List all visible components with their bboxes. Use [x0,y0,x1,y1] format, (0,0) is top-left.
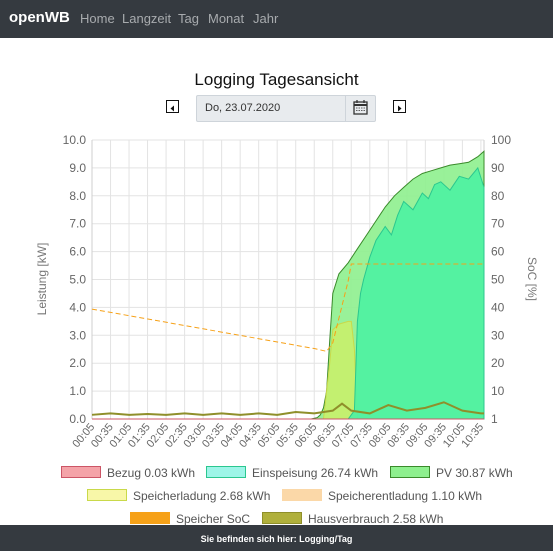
y-axis-label-left: Leistung [kW] [35,243,49,316]
legend-swatch [282,489,322,501]
legend-label: PV 30.87 kWh [436,466,513,480]
y-tick-label-right: 70 [491,217,505,231]
legend-label: Einspeisung 26.74 kWh [252,466,379,480]
y-tick-label-right: 40 [491,300,505,314]
y-tick-label-left: 9.0 [69,161,86,175]
nav-link-monat[interactable]: Monat [208,11,245,26]
page-title: Logging Tagesansicht [194,70,359,89]
y-tick-label-left: 10.0 [63,133,87,147]
date-input[interactable]: Do, 23.07.2020 [205,102,281,114]
legend-label: Bezug 0.03 kWh [107,466,196,480]
einspeisung-area [92,166,485,420]
legend-label: Speicher SoC [176,512,251,526]
legend-swatch [61,466,101,478]
legend-swatch [87,489,127,501]
footer-breadcrumb: Sie befinden sich hier: Logging/Tag [0,525,553,551]
legend-label: Speicherentladung 1.10 kWh [328,489,483,503]
y-tick-label-right: 30 [491,328,505,342]
brand-logo[interactable]: openWB [9,9,70,26]
hausverbrauch-line [91,401,484,416]
legend-swatch [130,512,170,524]
y-tick-label-left: 0.0 [69,412,86,426]
chart-lines [91,263,484,420]
calendar-button[interactable] [345,96,375,121]
previous-day-button[interactable] [166,100,179,113]
y-tick-label-left: 4.0 [69,300,86,314]
y-axis-label-right: SoC [%] [525,257,539,301]
date-picker[interactable]: Do, 23.07.2020 [196,95,376,122]
y-tick-label-right: 100 [491,133,511,147]
chart-areas [92,150,485,420]
legend-label: Speicherladung 2.68 kWh [133,489,271,503]
y-tick-label-right: 60 [491,245,505,259]
next-day-button[interactable] [393,100,406,113]
y-tick-label-right: 50 [491,273,505,287]
y-tick-label-left: 6.0 [69,245,86,259]
legend-swatch [206,466,246,478]
legend-label: Hausverbrauch 2.58 kWh [308,512,444,526]
caret-right-icon [398,105,402,112]
daily-power-chart: 0.0 1.0 2.0 3.0 4.0 5.0 6.0 7.0 8.0 9.0 10.0 1 10 20 3… [35,133,539,450]
nav-link-jahr[interactable]: Jahr [253,11,279,26]
navbar: openWB Home Langzeit Tag Monat Jahr [0,0,553,38]
nav-link-langzeit[interactable]: Langzeit [122,11,172,26]
y-tick-label-left: 5.0 [69,273,86,287]
legend-swatch [262,512,302,524]
y-tick-label-right: 10 [491,384,505,398]
y-tick-label-left: 3.0 [69,328,86,342]
caret-left-icon [170,105,174,112]
nav-link-home[interactable]: Home [80,11,115,26]
y-tick-label-left: 8.0 [69,189,86,203]
calendar-icon [353,100,368,115]
nav-link-tag[interactable]: Tag [178,11,199,26]
y-tick-label-left: 7.0 [69,217,86,231]
y-tick-label-right: 1 [491,412,498,426]
y-tick-label-right: 20 [491,356,505,370]
y-tick-label-left: 1.0 [69,384,86,398]
y-tick-label-right: 90 [491,161,505,175]
y-tick-label-left: 2.0 [69,356,86,370]
speicher-soc-line [91,263,484,352]
y-tick-label-right: 80 [491,189,505,203]
legend-swatch [390,466,430,478]
